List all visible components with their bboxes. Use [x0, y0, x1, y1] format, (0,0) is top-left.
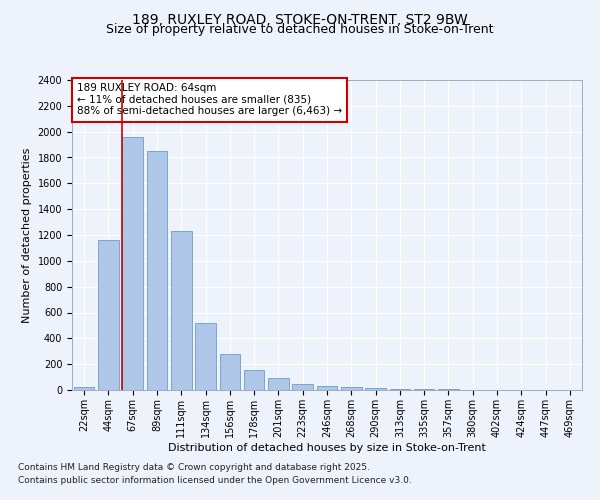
X-axis label: Distribution of detached houses by size in Stoke-on-Trent: Distribution of detached houses by size …	[168, 442, 486, 452]
Text: 189, RUXLEY ROAD, STOKE-ON-TRENT, ST2 9BW: 189, RUXLEY ROAD, STOKE-ON-TRENT, ST2 9B…	[132, 12, 468, 26]
Bar	[317, 386, 337, 390]
Bar	[122, 137, 143, 390]
Bar	[195, 324, 216, 390]
Bar	[220, 354, 240, 390]
Bar	[341, 387, 362, 390]
Bar	[171, 231, 191, 390]
Bar	[389, 389, 410, 390]
Text: Contains public sector information licensed under the Open Government Licence v3: Contains public sector information licen…	[18, 476, 412, 485]
Bar	[244, 370, 265, 390]
Bar	[74, 387, 94, 390]
Text: Contains HM Land Registry data © Crown copyright and database right 2025.: Contains HM Land Registry data © Crown c…	[18, 464, 370, 472]
Bar	[146, 151, 167, 390]
Bar	[268, 378, 289, 390]
Bar	[98, 240, 119, 390]
Bar	[365, 388, 386, 390]
Y-axis label: Number of detached properties: Number of detached properties	[22, 148, 32, 322]
Bar	[292, 384, 313, 390]
Text: Size of property relative to detached houses in Stoke-on-Trent: Size of property relative to detached ho…	[106, 22, 494, 36]
Text: 189 RUXLEY ROAD: 64sqm
← 11% of detached houses are smaller (835)
88% of semi-de: 189 RUXLEY ROAD: 64sqm ← 11% of detached…	[77, 83, 342, 116]
